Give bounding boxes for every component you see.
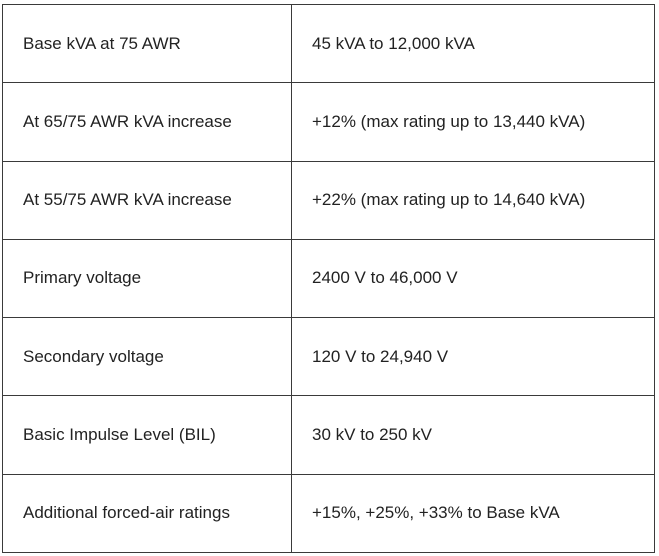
table-row: At 55/75 AWR kVA increase +22% (max rati… xyxy=(2,160,655,240)
table-row: Additional forced-air ratings +15%, +25%… xyxy=(2,473,655,554)
row-label: Basic Impulse Level (BIL) xyxy=(2,395,292,475)
row-value: 45 kVA to 12,000 kVA xyxy=(291,3,655,84)
row-label: Base kVA at 75 AWR xyxy=(2,3,292,84)
row-value: 30 kV to 250 kV xyxy=(291,395,655,475)
row-label: At 65/75 AWR kVA increase xyxy=(2,82,292,162)
row-value: 120 V to 24,940 V xyxy=(291,317,655,397)
table-row: Base kVA at 75 AWR 45 kVA to 12,000 kVA xyxy=(2,3,655,84)
table-row: Primary voltage 2400 V to 46,000 V xyxy=(2,238,655,319)
row-value: +22% (max rating up to 14,640 kVA) xyxy=(291,160,655,240)
table-row: Secondary voltage 120 V to 24,940 V xyxy=(2,317,655,397)
row-value: 2400 V to 46,000 V xyxy=(291,238,655,319)
row-value: +12% (max rating up to 13,440 kVA) xyxy=(291,82,655,162)
row-label: Additional forced-air ratings xyxy=(2,473,292,554)
spec-table-body: Base kVA at 75 AWR 45 kVA to 12,000 kVA … xyxy=(2,3,655,554)
row-label: Primary voltage xyxy=(2,238,292,319)
spec-table: Base kVA at 75 AWR 45 kVA to 12,000 kVA … xyxy=(2,3,655,554)
table-row: Basic Impulse Level (BIL) 30 kV to 250 k… xyxy=(2,395,655,475)
row-value: +15%, +25%, +33% to Base kVA xyxy=(291,473,655,554)
table-row: At 65/75 AWR kVA increase +12% (max rati… xyxy=(2,82,655,162)
row-label: Secondary voltage xyxy=(2,317,292,397)
row-label: At 55/75 AWR kVA increase xyxy=(2,160,292,240)
